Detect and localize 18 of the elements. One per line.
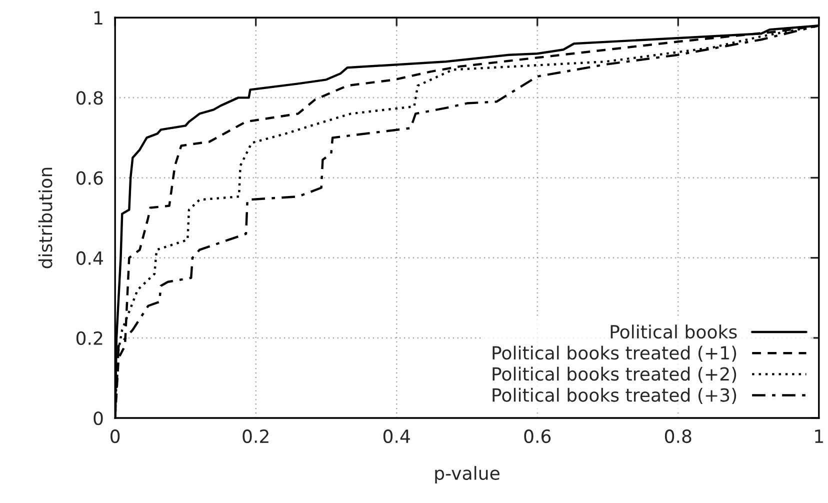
y-tick-label: 0 <box>94 411 103 426</box>
x-tick-label: 0.8 <box>664 429 692 444</box>
y-tick-label: 0.4 <box>76 251 103 265</box>
y-tick-label: 1 <box>94 11 102 24</box>
legend-label: Political books <box>610 324 737 339</box>
y-tick-label: 0.8 <box>76 91 103 105</box>
y-tick-label: 0.6 <box>76 171 103 185</box>
legend-label: Political books treated (+2) <box>492 366 736 383</box>
y-tick-label: 0.2 <box>76 331 102 346</box>
x-tick-label: 0.6 <box>524 429 551 444</box>
y-axis-title: distribution <box>38 168 52 268</box>
x-tick-label: 0.2 <box>242 429 268 444</box>
x-tick-label: 1 <box>815 430 823 443</box>
legend-label: Political books treated (+1) <box>492 346 736 362</box>
x-axis-title: p-value <box>435 466 500 484</box>
x-tick-label: 0 <box>110 429 120 444</box>
legend-label: Political books treated (+3) <box>492 388 736 404</box>
x-tick-label: 0.4 <box>383 429 410 444</box>
